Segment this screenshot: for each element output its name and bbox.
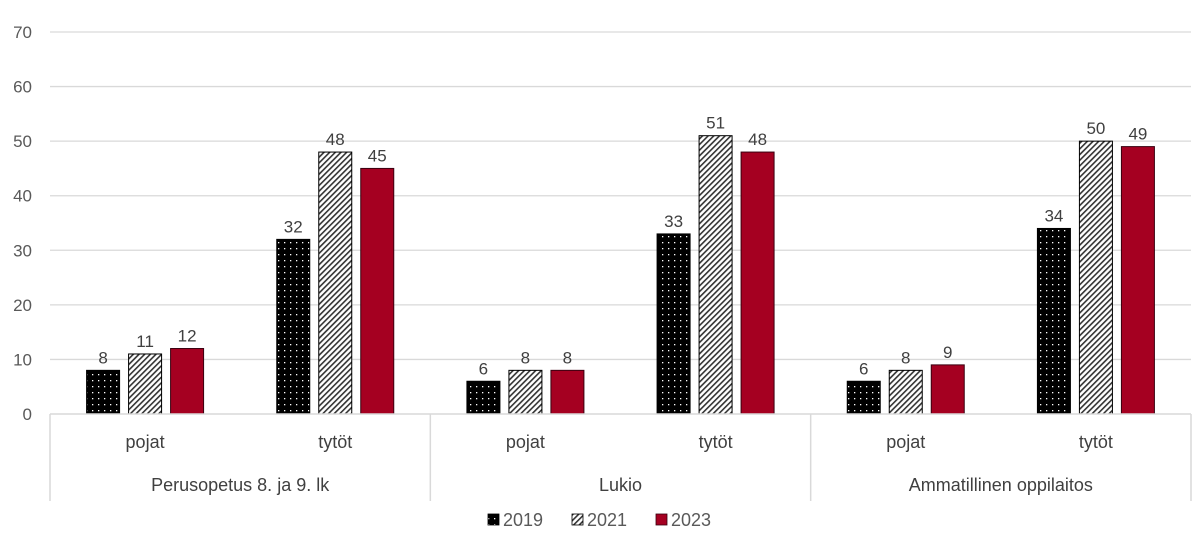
y-tick-label: 0 (23, 405, 32, 424)
gridlines (50, 31, 1191, 361)
data-label: 34 (1044, 206, 1063, 225)
legend-swatch-2019 (487, 513, 500, 526)
bar-2023 (360, 167, 395, 415)
y-tick-label: 10 (13, 350, 32, 369)
bar-2019 (86, 369, 121, 415)
legend-label: 2021 (587, 510, 627, 530)
data-label: 33 (664, 212, 683, 231)
legend-label: 2019 (503, 510, 543, 530)
bar-2021 (318, 151, 353, 415)
bar-2021 (888, 369, 923, 415)
data-label: 9 (943, 343, 952, 362)
data-label: 49 (1128, 125, 1147, 144)
bar-2023 (740, 151, 775, 415)
data-label: 48 (326, 130, 345, 149)
category-label: tytöt (318, 432, 352, 452)
y-axis-ticks: 0 10 20 30 40 50 60 70 (13, 23, 32, 424)
legend-swatch-2021 (571, 513, 584, 526)
bar-2019 (276, 238, 311, 415)
legend-swatch-2023 (655, 513, 668, 526)
bar-2021 (698, 135, 733, 415)
data-label: 51 (706, 114, 725, 133)
bar-2021 (508, 369, 543, 415)
bar-2019 (1036, 227, 1071, 415)
bar-2023 (1120, 146, 1155, 415)
data-label: 50 (1086, 119, 1105, 138)
data-label: 8 (98, 348, 107, 367)
data-label: 8 (563, 348, 572, 367)
group-label: Perusopetus 8. ja 9. lk (151, 475, 330, 495)
category-label: pojat (886, 432, 925, 452)
y-tick-label: 40 (13, 187, 32, 206)
data-label: 48 (748, 130, 767, 149)
data-label: 45 (368, 146, 387, 165)
legend: 2019 2021 2023 (487, 510, 711, 530)
bar-2023 (550, 369, 585, 415)
legend-label: 2023 (671, 510, 711, 530)
data-label: 6 (479, 359, 488, 378)
data-label: 6 (859, 359, 868, 378)
data-label: 8 (521, 348, 530, 367)
category-label: pojat (506, 432, 545, 452)
data-label: 8 (901, 348, 910, 367)
x-axis: pojat tytöt Perusopetus 8. ja 9. lk pojat ty… (49, 413, 1192, 501)
category-label: tytöt (1079, 432, 1113, 452)
y-tick-label: 50 (13, 132, 32, 151)
y-tick-label: 60 (13, 78, 32, 97)
category-label: tytöt (699, 432, 733, 452)
y-tick-label: 30 (13, 241, 32, 260)
y-tick-label: 20 (13, 296, 32, 315)
data-label: 32 (284, 217, 303, 236)
bar-2021 (128, 353, 163, 415)
data-label: 12 (178, 327, 197, 346)
bar-2019 (656, 233, 691, 415)
bars (86, 135, 1155, 415)
bar-2023 (930, 364, 965, 415)
bar-2023 (170, 348, 205, 415)
bar-2019 (846, 380, 881, 415)
bar-2021 (1078, 140, 1113, 415)
category-label: pojat (126, 432, 165, 452)
bar-2019 (466, 380, 501, 415)
data-labels: 8 11 12 32 48 45 6 8 8 33 51 48 6 8 9 34 50 49 (98, 114, 1147, 379)
group-label: Ammatillinen oppilaitos (909, 475, 1093, 495)
y-tick-label: 70 (13, 23, 32, 42)
data-label: 11 (136, 332, 154, 351)
group-label: Lukio (599, 475, 642, 495)
